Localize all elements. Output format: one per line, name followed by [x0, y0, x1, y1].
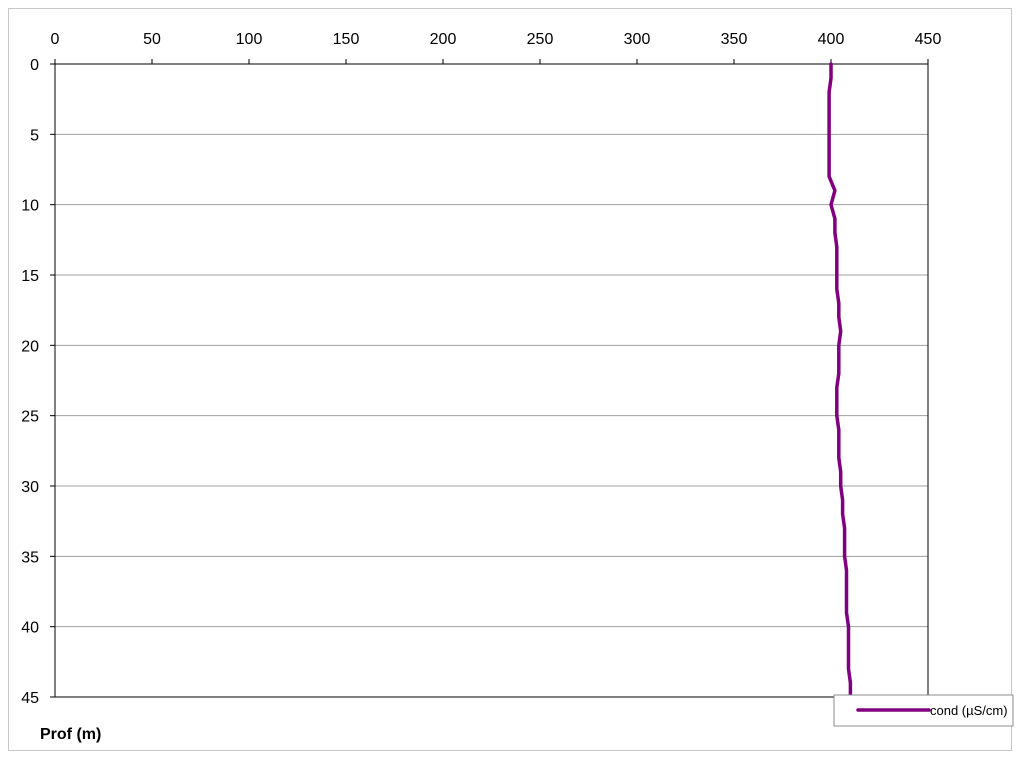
- y-tick-label: 20: [21, 338, 39, 355]
- series-line: [827, 62, 853, 699]
- x-tick-label: 50: [143, 31, 161, 48]
- x-tick-label: 200: [430, 31, 457, 48]
- x-tick-label: 450: [915, 31, 942, 48]
- y-tick-label: 35: [21, 549, 39, 566]
- x-tick-label: 250: [527, 31, 554, 48]
- y-axis-ticks: 0 5 10 15 20 25 30 35 40 45: [21, 57, 55, 707]
- y-tick-label: 10: [21, 198, 39, 215]
- grid-layer: [55, 133, 928, 628]
- y-tick-label: 0: [30, 57, 39, 74]
- y-axis-title: Prof (m): [40, 726, 101, 743]
- x-tick-label: 400: [818, 31, 845, 48]
- y-tick-label: 5: [30, 127, 39, 144]
- x-tick-label: 350: [721, 31, 748, 48]
- x-axis-ticks: 0 50 100 150 200 250 300 350 400 450: [51, 31, 942, 64]
- x-tick-label: 150: [333, 31, 360, 48]
- legend: cond (µS/cm): [833, 694, 1014, 727]
- x-tick-label: 0: [51, 31, 60, 48]
- y-tick-label: 15: [21, 268, 39, 285]
- y-tick-label: 40: [21, 620, 39, 637]
- plot-area: [54, 63, 929, 698]
- y-tick-label: 45: [21, 690, 39, 707]
- y-tick-label: 30: [21, 479, 39, 496]
- y-tick-label: 25: [21, 409, 39, 426]
- series-layer: [827, 62, 853, 699]
- x-tick-label: 300: [624, 31, 651, 48]
- x-tick-label: 100: [236, 31, 263, 48]
- legend-label: cond (µS/cm): [930, 703, 1008, 718]
